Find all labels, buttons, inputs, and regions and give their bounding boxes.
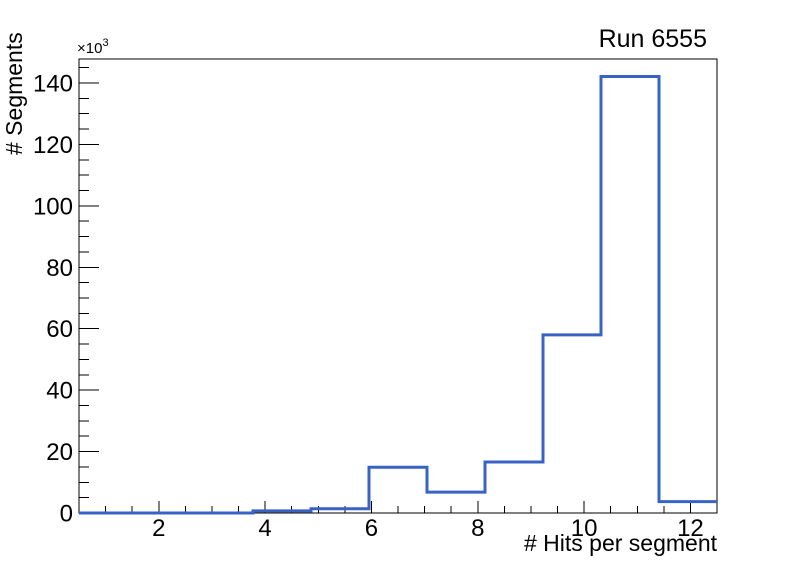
y-tick-label: 120 <box>33 132 73 159</box>
y-tick-label: 140 <box>33 70 73 97</box>
x-tick-label: 6 <box>365 515 378 542</box>
y-tick-label: 40 <box>46 378 73 405</box>
y-axis-multiplier: ×103 <box>77 37 109 57</box>
y-tick-label: 60 <box>46 316 73 343</box>
y-tick-label: 100 <box>33 193 73 220</box>
y-tick-label: 20 <box>46 439 73 466</box>
x-axis-label: # Hits per segment <box>524 530 718 556</box>
y-tick-label: 80 <box>46 255 73 282</box>
chart-title: Run 6555 <box>599 25 707 53</box>
x-tick-label: 8 <box>471 515 484 542</box>
y-axis-multiplier-exponent: 3 <box>102 37 108 49</box>
x-tick-label: 10 <box>571 515 598 542</box>
x-tick-label: 4 <box>258 515 271 542</box>
y-tick-label: 0 <box>60 501 73 528</box>
x-tick-label: 12 <box>677 515 704 542</box>
histogram-line <box>79 75 717 515</box>
x-tick-label: 2 <box>152 515 165 542</box>
plot-frame <box>78 58 718 514</box>
y-axis-multiplier-base: ×10 <box>77 40 102 57</box>
y-axis-label: # Segments <box>1 32 27 155</box>
